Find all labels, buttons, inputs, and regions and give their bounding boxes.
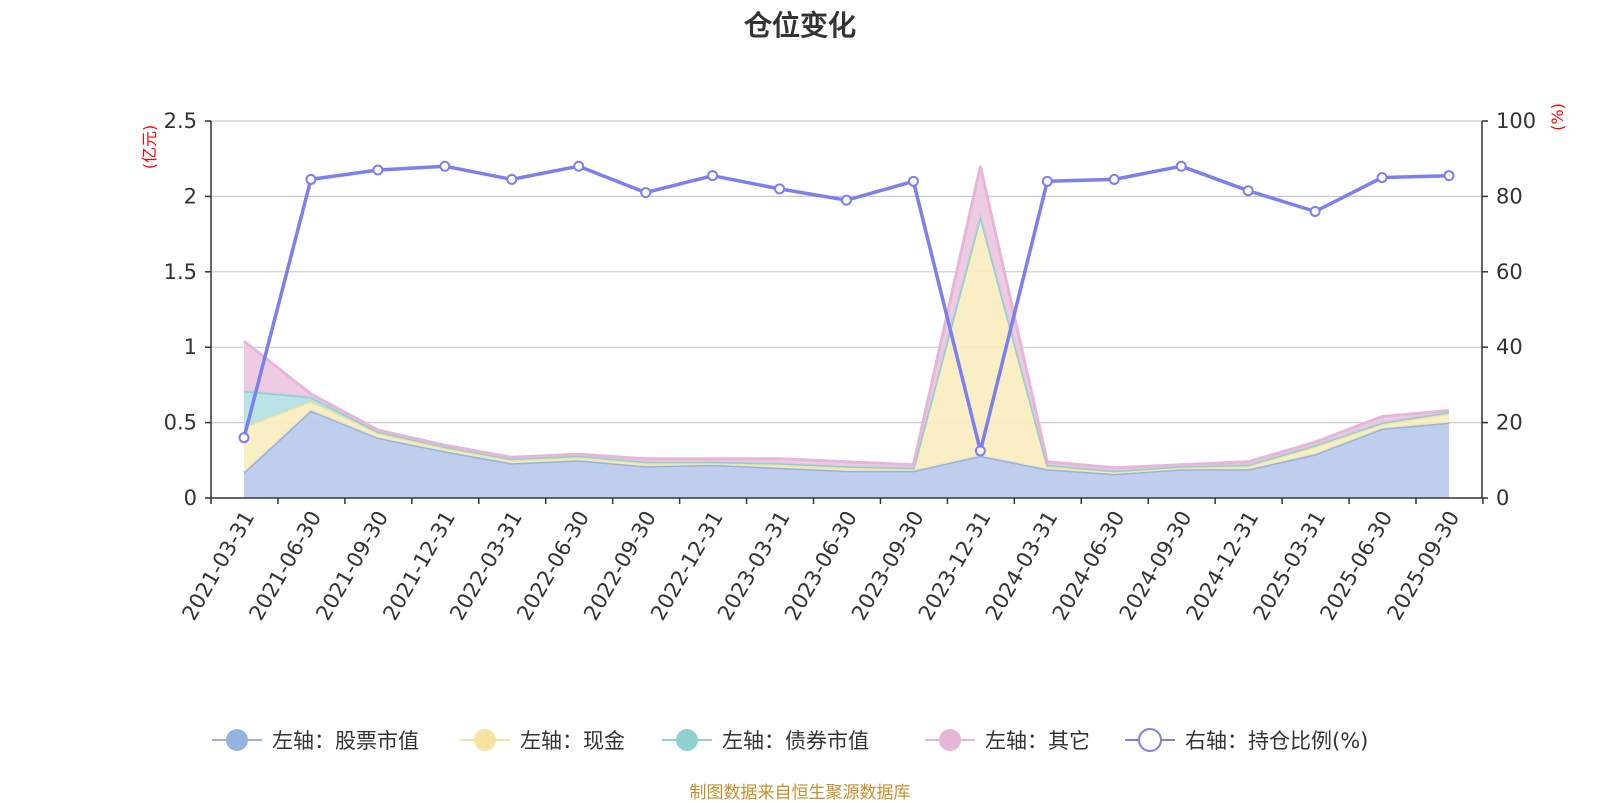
holding-ratio-point [907, 175, 919, 187]
legend-label: 左轴：其它 [985, 729, 1090, 753]
left-tick-label: 2 [184, 184, 197, 208]
legend-marker [474, 729, 496, 751]
holding-ratio-point [1041, 175, 1053, 187]
legend-label: 右轴：持仓比例(%) [1185, 729, 1368, 753]
holding-ratio-point [640, 187, 652, 199]
legend-marker [1138, 728, 1162, 752]
data-source-note: 制图数据来自恒生聚源数据库 [689, 783, 911, 803]
left-tick-label: 0 [184, 486, 197, 510]
left-tick-label: 1.5 [164, 260, 197, 284]
holding-ratio-line [238, 160, 1455, 457]
holding-ratio-point [841, 194, 852, 206]
legend-item: 左轴：股票市值 [212, 729, 419, 753]
legend-marker [226, 729, 248, 751]
area-2 [244, 216, 1449, 474]
chart-title: 仓位变化 [743, 9, 856, 42]
holding-ratio-path [242, 164, 1450, 453]
holding-ratio-point [1108, 173, 1120, 185]
right-tick-label: 100 [1496, 109, 1536, 133]
x-tick-label: 2025-09-30 [1382, 507, 1464, 625]
holding-ratio-point [238, 432, 250, 444]
holding-ratio-point [305, 173, 317, 185]
legend-item: 左轴：其它 [925, 729, 1090, 753]
right-tick-label: 20 [1496, 411, 1523, 435]
area-4 [244, 166, 1449, 471]
left-tick-label: 1 [184, 335, 197, 359]
holding-ratio-point [506, 173, 518, 185]
legend-label: 左轴：现金 [520, 729, 625, 753]
legend-label: 左轴：债券市值 [722, 729, 869, 753]
holding-ratio-point [1443, 170, 1455, 182]
holding-ratio-point [774, 183, 786, 195]
area-1 [244, 410, 1449, 498]
holding-ratio-point [1376, 172, 1388, 184]
right-axis-unit: (%) [1548, 103, 1567, 131]
holding-ratio-point [573, 160, 585, 172]
left-axis-unit: (亿元) [140, 125, 159, 170]
area-edge-2 [243, 210, 1450, 474]
legend-item: 右轴：持仓比例(%) [1125, 728, 1368, 753]
legend-marker [939, 729, 961, 751]
right-tick-label: 40 [1496, 335, 1523, 359]
legend-label: 左轴：股票市值 [272, 729, 419, 753]
holding-ratio-point [707, 170, 719, 182]
holding-ratio-point [439, 160, 451, 172]
holding-ratio-point [372, 164, 384, 176]
legend: 左轴：股票市值 左轴：现金 左轴：债券市值 左轴：其它 右轴：持仓比例(%) [212, 728, 1368, 753]
right-tick-label: 60 [1496, 260, 1523, 284]
holding-ratio-point [1309, 205, 1321, 217]
holding-ratio-point [1242, 185, 1254, 197]
grid-lines [211, 120, 1482, 424]
legend-marker [676, 729, 698, 751]
holding-ratio-point [974, 445, 986, 457]
holding-ratio-point [1175, 160, 1187, 172]
right-tick-label: 80 [1496, 184, 1523, 208]
area-3 [244, 216, 1449, 473]
left-tick-label: 0.5 [164, 411, 197, 435]
left-tick-label: 2.5 [164, 109, 197, 133]
axes: 00.511.522.50204060801002021-03-312021-0… [164, 109, 1537, 624]
area-edge-3 [243, 210, 1450, 473]
right-tick-label: 0 [1496, 486, 1509, 510]
legend-item: 左轴：现金 [460, 729, 625, 753]
stacked-area-series [242, 165, 1450, 498]
legend-item: 左轴：债券市值 [662, 729, 869, 753]
area-edge-4 [243, 165, 1450, 470]
